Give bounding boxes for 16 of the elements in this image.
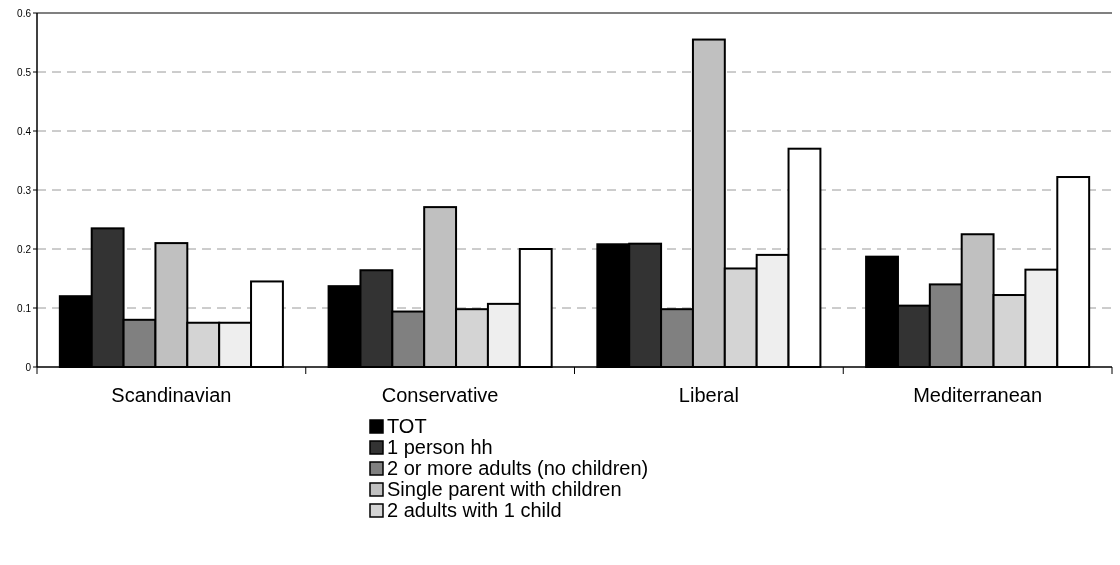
- x-tick-label: Scandinavian: [111, 384, 232, 406]
- x-tick-label: Liberal: [678, 384, 739, 406]
- legend-label: Single parent with children: [387, 478, 622, 500]
- legend-label: 2 or more adults (no children): [387, 457, 649, 479]
- x-tick-label: Mediterranean: [913, 384, 1043, 406]
- x-tick-label: Conservative: [381, 384, 499, 406]
- y-tick-label: 0.5: [17, 66, 32, 78]
- y-tick-label: 0.2: [17, 243, 32, 255]
- y-tick-label: 0.6: [17, 7, 32, 19]
- legend-label: 1 person hh: [387, 436, 493, 458]
- y-tick-label: 0.3: [17, 184, 32, 196]
- y-tick-label: 0: [25, 361, 32, 373]
- legend-label: 2 adults with 1 child: [387, 499, 562, 521]
- legend-label: TOT: [387, 415, 427, 437]
- y-tick-label: 0.4: [17, 125, 32, 137]
- y-tick-label: 0.1: [17, 302, 32, 314]
